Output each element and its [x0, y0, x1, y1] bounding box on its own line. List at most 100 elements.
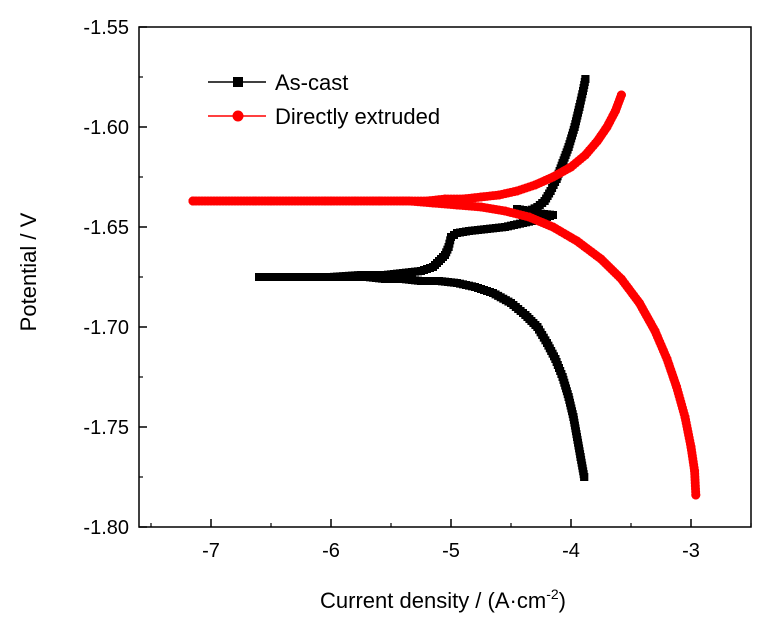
- data-point: [465, 227, 473, 235]
- data-point: [513, 205, 521, 213]
- data-point: [399, 269, 407, 277]
- data-point: [507, 299, 515, 307]
- data-point: [548, 222, 558, 232]
- data-point: [533, 323, 542, 331]
- data-point: [680, 412, 690, 422]
- data-point: [266, 196, 276, 206]
- y-tick-label: -1.70: [83, 317, 129, 339]
- data-point: [530, 180, 540, 190]
- x-tick-label: -5: [442, 540, 460, 562]
- data-point: [188, 196, 198, 206]
- series-layer: [188, 75, 701, 500]
- y-tick-label: -1.80: [83, 517, 129, 539]
- data-point: [581, 75, 590, 83]
- data-point: [326, 196, 336, 206]
- data-point: [672, 382, 682, 392]
- data-point: [525, 207, 533, 215]
- data-point: [417, 277, 425, 285]
- data-point: [441, 251, 449, 259]
- data-point: [494, 190, 504, 200]
- y-tick-label: -1.60: [83, 117, 129, 139]
- data-point: [368, 196, 378, 206]
- data-point: [428, 198, 438, 208]
- data-point: [500, 206, 510, 216]
- data-point: [572, 236, 582, 246]
- plot-frame: [138, 26, 752, 528]
- data-point: [399, 275, 407, 283]
- legend-marker: [233, 77, 243, 87]
- data-point: [435, 257, 443, 265]
- data-point: [453, 229, 461, 237]
- data-point: [610, 106, 620, 116]
- data-point: [357, 271, 365, 279]
- data-point: [447, 233, 455, 241]
- y-axis: -1.80 -1.75 -1.70 -1.65 -1.60 -1.55: [83, 17, 147, 539]
- data-point: [690, 466, 700, 476]
- data-point: [444, 243, 453, 251]
- data-point: [564, 393, 573, 401]
- data-point: [521, 311, 530, 319]
- data-point: [602, 122, 612, 132]
- data-point: [471, 283, 479, 291]
- series-as-cast: [255, 75, 590, 481]
- x-axis: -7 -6 -5 -4 -3: [150, 519, 752, 562]
- legend-label: Directly extruded: [275, 104, 440, 129]
- y-tick-label: -1.75: [83, 417, 129, 439]
- data-point: [327, 273, 335, 281]
- x-tick-label: -4: [562, 540, 580, 562]
- data-point: [564, 143, 573, 151]
- data-point: [548, 172, 558, 182]
- data-point: [524, 212, 534, 222]
- data-point: [558, 373, 567, 381]
- data-point: [476, 192, 486, 202]
- data-point: [691, 490, 701, 500]
- legend-marker: [232, 110, 244, 122]
- series-directly-extruded: [188, 90, 701, 500]
- data-point: [501, 223, 509, 231]
- data-point: [453, 279, 461, 287]
- y-tick-label: -1.55: [83, 17, 129, 39]
- data-point: [569, 413, 578, 421]
- data-point: [404, 196, 414, 206]
- data-point: [580, 150, 590, 160]
- data-point: [662, 354, 672, 364]
- x-axis-title: Current density / (A·cm-2): [320, 586, 566, 613]
- data-point: [566, 162, 576, 172]
- data-point: [579, 87, 587, 95]
- data-point: [575, 103, 584, 111]
- y-tick-label: -1.65: [83, 217, 129, 239]
- data-point: [580, 473, 589, 481]
- data-point: [540, 197, 549, 205]
- data-point: [616, 274, 626, 284]
- data-point: [546, 187, 555, 195]
- x-tick-label: -6: [322, 540, 340, 562]
- data-point: [592, 136, 602, 146]
- data-point: [573, 433, 581, 441]
- data-point: [255, 273, 263, 281]
- data-point: [576, 453, 585, 461]
- x-tick-label: -7: [202, 540, 220, 562]
- data-point: [551, 355, 560, 363]
- legend: As-cast Directly extruded: [208, 70, 440, 129]
- data-point: [483, 225, 491, 233]
- data-point: [435, 277, 443, 285]
- series-line: [193, 94, 697, 496]
- data-point: [512, 186, 522, 196]
- data-point: [429, 263, 437, 271]
- data-point: [570, 123, 579, 131]
- data-point: [634, 298, 644, 308]
- data-point: [476, 202, 486, 212]
- data-point: [650, 326, 660, 336]
- data-point: [345, 273, 353, 281]
- data-point: [558, 159, 567, 167]
- data-point: [440, 194, 450, 204]
- data-point: [489, 289, 497, 297]
- data-point: [596, 254, 606, 264]
- data-point: [533, 203, 542, 211]
- y-axis-title: Potential / V: [16, 212, 41, 331]
- data-point: [458, 194, 468, 204]
- data-point: [417, 267, 425, 275]
- data-point: [519, 219, 527, 227]
- data-point: [381, 275, 389, 283]
